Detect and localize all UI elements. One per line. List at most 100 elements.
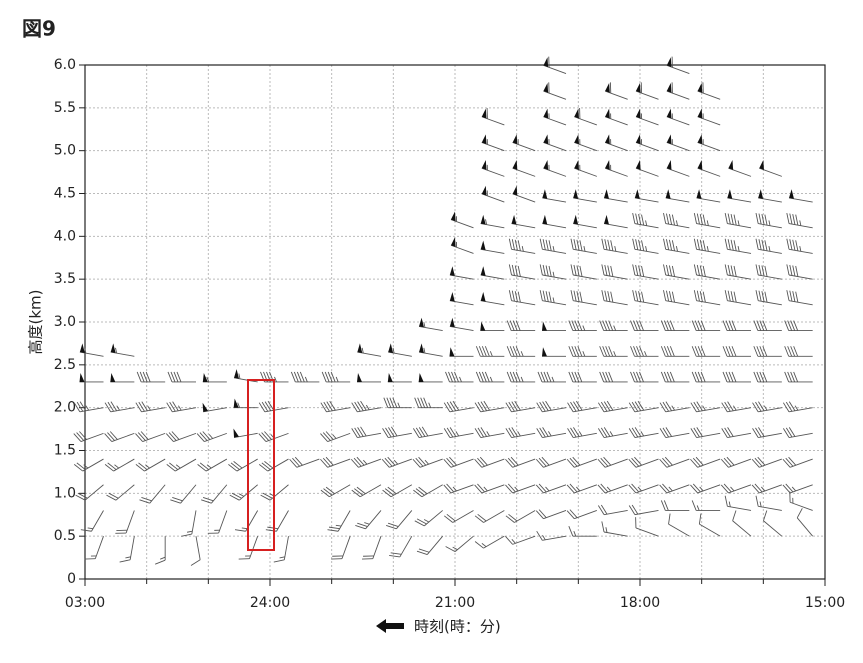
barb-feather — [576, 400, 583, 411]
barb-feather — [509, 371, 515, 383]
barb-staff — [697, 142, 721, 152]
barb-half-feather — [83, 464, 89, 469]
barb-feather — [515, 371, 521, 383]
wind-barb — [475, 371, 505, 383]
wind-barb — [382, 484, 413, 498]
barb-feather — [84, 558, 96, 560]
barb-half-feather — [759, 501, 762, 507]
barb-half-feather — [335, 376, 339, 383]
barb-half-feather — [609, 431, 614, 437]
barb-feather — [320, 489, 330, 498]
barb-feather — [755, 495, 759, 507]
barb-half-feather — [728, 501, 731, 507]
barb-feather — [635, 213, 639, 225]
barb-feather — [728, 371, 734, 383]
barb-staff — [758, 274, 782, 280]
barb-staff — [149, 484, 166, 504]
barb-flag — [573, 214, 579, 225]
barb-feather — [196, 433, 205, 442]
barb-staff — [511, 248, 536, 254]
barb-feather — [139, 371, 145, 383]
wind-barb — [697, 134, 721, 152]
barb-feather — [139, 499, 150, 504]
barb-feather — [389, 554, 400, 558]
barb-staff — [110, 407, 135, 413]
wind-barb — [574, 134, 597, 152]
barb-staff — [180, 484, 197, 504]
barb-staff — [511, 432, 536, 438]
barb-feather — [694, 320, 700, 331]
barb-feather — [73, 433, 82, 442]
barb-half-feather — [768, 246, 771, 252]
barb-feather — [662, 401, 670, 412]
barb-feather — [355, 525, 366, 530]
barb-feather — [666, 264, 670, 276]
barb-feather — [448, 371, 453, 383]
wind-barb — [135, 458, 166, 472]
wind-barb — [537, 371, 566, 383]
barb-feather — [443, 484, 452, 494]
barb-staff — [573, 248, 597, 254]
barb-half-feather — [702, 113, 704, 119]
barb-feather — [412, 458, 421, 468]
barb-feather — [668, 214, 673, 225]
wind-barb — [508, 264, 536, 280]
barb-half-feather — [365, 404, 370, 410]
barb-feather — [480, 427, 487, 437]
barb-flag — [449, 266, 455, 276]
wind-barb — [351, 426, 382, 438]
wind-barb — [697, 82, 721, 100]
barb-staff — [574, 116, 597, 126]
barb-flag — [789, 189, 794, 199]
wind-barb — [543, 108, 567, 126]
wind-barb — [784, 320, 813, 332]
barb-staff — [173, 432, 197, 442]
barb-feather — [292, 457, 300, 467]
barb-feather — [730, 291, 734, 302]
wind-barb — [508, 290, 536, 306]
barb-feather — [786, 238, 790, 250]
barb-flag — [666, 160, 672, 170]
barb-feather — [788, 401, 796, 412]
barb-feather — [635, 264, 639, 276]
wind-barb — [228, 458, 258, 472]
barb-staff — [512, 484, 536, 494]
barb-feather — [669, 371, 675, 383]
barb-staff — [390, 484, 413, 498]
barb-feather — [141, 497, 152, 502]
barb-feather — [663, 500, 669, 511]
barb-feather — [574, 371, 580, 383]
barb-staff — [142, 432, 166, 442]
barb-flag — [419, 317, 424, 328]
barb-staff — [481, 116, 505, 126]
wind-barb — [320, 431, 351, 442]
barb-staff — [543, 116, 567, 126]
wind-barb — [724, 212, 752, 229]
barb-staff — [480, 248, 505, 254]
barb-feather — [325, 486, 335, 495]
barb-feather — [478, 346, 484, 357]
barb-feather — [511, 427, 518, 437]
barb-feather — [793, 371, 799, 383]
barb-feather — [638, 291, 642, 302]
barb-feather — [294, 456, 303, 466]
barb-feather — [545, 291, 549, 302]
barb-feather — [792, 239, 796, 251]
barb-feather — [508, 238, 512, 250]
barb-staff — [727, 274, 752, 280]
barb-feather — [789, 290, 793, 302]
barb-feather — [199, 462, 209, 470]
barb-feather — [632, 238, 636, 250]
barb-half-feather — [241, 527, 248, 530]
barb-flag — [79, 372, 85, 382]
barb-feather — [569, 457, 578, 467]
barb-staff — [727, 407, 752, 413]
barb-feather — [597, 402, 605, 413]
wind-barb — [289, 456, 320, 468]
barb-staff — [727, 300, 752, 306]
wind-barb — [597, 504, 628, 516]
wind-barb — [350, 456, 382, 468]
barb-feather — [753, 320, 759, 331]
wind-barb — [512, 160, 536, 177]
